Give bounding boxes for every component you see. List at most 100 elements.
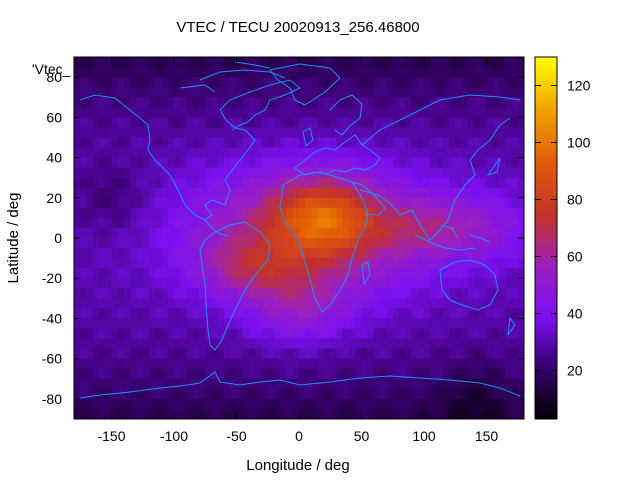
- heatmap-cell: [330, 217, 338, 229]
- heatmap-cell: [180, 77, 188, 88]
- heatmap-cell: [349, 248, 356, 259]
- heatmap-cell: [242, 348, 250, 360]
- heatmap-cell: [517, 408, 524, 419]
- heatmap-cell: [292, 248, 300, 259]
- heatmap-cell: [105, 117, 113, 128]
- heatmap-cell: [142, 268, 150, 279]
- heatmap-cell: [361, 268, 369, 279]
- heatmap-cell: [492, 248, 500, 259]
- heatmap-cell: [261, 227, 269, 239]
- heatmap-cell: [424, 187, 431, 199]
- heatmap-cell: [386, 338, 394, 350]
- heatmap-cell: [424, 227, 431, 239]
- heatmap-cell: [274, 328, 281, 340]
- heatmap-cell: [436, 408, 444, 419]
- heatmap-cell: [199, 348, 206, 360]
- heatmap-cell: [436, 258, 444, 269]
- heatmap-cell: [267, 87, 275, 98]
- heatmap-cell: [361, 398, 369, 410]
- heatmap-cell: [411, 368, 419, 380]
- heatmap-cell: [217, 217, 225, 229]
- heatmap-cell: [167, 318, 175, 330]
- heatmap-cell: [399, 107, 406, 118]
- heatmap-cell: [324, 238, 331, 249]
- heatmap-cell: [405, 328, 413, 340]
- heatmap-cell: [442, 147, 450, 159]
- heatmap-cell: [480, 268, 488, 279]
- heatmap-cell: [267, 258, 275, 269]
- heatmap-cell: [342, 338, 350, 350]
- heatmap-cell: [211, 328, 219, 340]
- heatmap-cell: [86, 268, 94, 279]
- heatmap-cell: [286, 388, 294, 400]
- heatmap-cell: [186, 177, 194, 189]
- heatmap-cell: [317, 157, 325, 169]
- y-tick-label: -20: [42, 270, 62, 286]
- heatmap-cell: [192, 408, 200, 419]
- heatmap-cell: [499, 147, 506, 159]
- heatmap-cell: [99, 177, 106, 189]
- heatmap-cell: [367, 107, 375, 118]
- heatmap-cell: [317, 398, 325, 410]
- heatmap-cell: [511, 398, 519, 410]
- heatmap-cell: [261, 167, 269, 179]
- coast-australia: [439, 259, 499, 311]
- heatmap-cell: [449, 238, 456, 249]
- heatmap-cell: [392, 248, 400, 259]
- heatmap-cell: [280, 137, 288, 149]
- heatmap-cell: [249, 258, 256, 269]
- heatmap-cell: [361, 167, 369, 179]
- heatmap-cell: [499, 87, 506, 98]
- heatmap-cell: [324, 77, 331, 88]
- heatmap-cell: [517, 318, 524, 330]
- heatmap-cell: [449, 217, 456, 229]
- heatmap-cell: [242, 157, 250, 169]
- heatmap-cell: [274, 217, 281, 229]
- heatmap-cell: [142, 187, 150, 199]
- heatmap-cell: [280, 238, 288, 249]
- heatmap-cell: [461, 388, 469, 400]
- heatmap-cell: [149, 268, 156, 279]
- heatmap-cell: [480, 338, 488, 350]
- heatmap-cell: [411, 187, 419, 199]
- heatmap-cell: [336, 57, 344, 68]
- heatmap-cell: [80, 248, 88, 259]
- heatmap-cell: [517, 258, 524, 269]
- heatmap-cell: [124, 87, 131, 98]
- heatmap-cell: [480, 408, 488, 419]
- heatmap-cell: [155, 177, 163, 189]
- heatmap-cell: [105, 77, 113, 88]
- heatmap-cell: [499, 217, 506, 229]
- heatmap-cell: [217, 147, 225, 159]
- heatmap-cell: [499, 167, 506, 179]
- heatmap-cell: [505, 107, 513, 118]
- heatmap-cell: [230, 238, 238, 249]
- heatmap-cell: [367, 368, 375, 380]
- heatmap-cell: [211, 358, 219, 370]
- heatmap-cell: [161, 57, 169, 68]
- heatmap-cell: [480, 298, 488, 309]
- heatmap-cell: [311, 358, 319, 370]
- heatmap-cell: [499, 248, 506, 259]
- heatmap-cell: [217, 187, 225, 199]
- heatmap-cell: [411, 348, 419, 360]
- heatmap-cell: [430, 77, 438, 88]
- heatmap-cell: [124, 137, 131, 149]
- heatmap-cell: [330, 127, 338, 139]
- heatmap-cell: [424, 238, 431, 249]
- heatmap-cell: [242, 87, 250, 98]
- heatmap-cell: [386, 378, 394, 390]
- heatmap-cell: [430, 87, 438, 98]
- heatmap-cell: [461, 298, 469, 309]
- heatmap-cell: [336, 217, 344, 229]
- heatmap-cell: [486, 338, 494, 350]
- heatmap-cell: [436, 157, 444, 169]
- heatmap-cell: [142, 368, 150, 380]
- heatmap-cell: [267, 408, 275, 419]
- heatmap-cell: [386, 97, 394, 108]
- heatmap-cell: [149, 147, 156, 159]
- heatmap-cell: [261, 338, 269, 350]
- heatmap-cell: [474, 77, 481, 88]
- heatmap-cell: [480, 97, 488, 108]
- heatmap-cell: [467, 207, 475, 219]
